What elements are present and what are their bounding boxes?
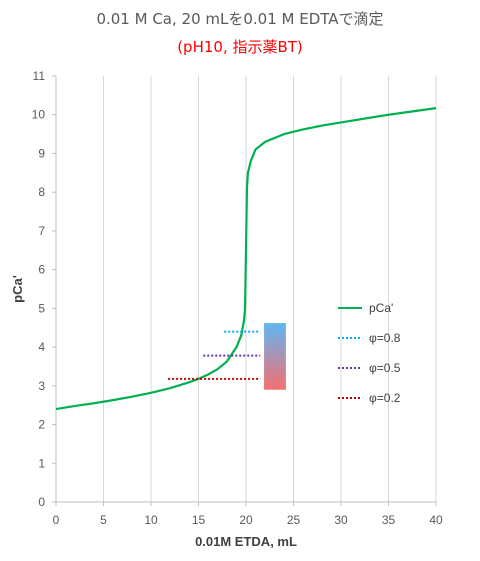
grid-lines [103, 76, 437, 502]
y-tick-label: 7 [38, 224, 45, 238]
x-axis-label: 0.01M ETDA, mL [195, 534, 297, 549]
tick-labels: 0 5 10 15 20 25 30 35 40 0 1 2 3 4 5 6 7 8 9 10 11 [32, 69, 443, 527]
y-tick-label: 1 [38, 456, 45, 470]
y-tick-label: 3 [38, 379, 45, 393]
y-tick-label: 8 [38, 185, 45, 199]
indicator-color-range [264, 323, 286, 390]
plot-area [55, 107, 437, 411]
legend-label-3: φ=0.2 [369, 391, 401, 405]
axes [52, 75, 437, 506]
y-tick-label: 0 [38, 495, 45, 509]
legend-label-2: φ=0.5 [369, 361, 401, 375]
x-tick-label: 10 [144, 513, 158, 527]
x-tick-label: 15 [192, 513, 206, 527]
x-tick-label: 30 [334, 513, 348, 527]
legend-label-0: pCa' [369, 301, 393, 315]
y-tick-label: 6 [38, 263, 45, 277]
legend: pCa' φ=0.8 φ=0.5 φ=0.2 [338, 301, 401, 405]
x-tick-label: 5 [100, 513, 107, 527]
x-tick-label: 0 [53, 513, 60, 527]
legend-label-1: φ=0.8 [369, 331, 401, 345]
y-tick-label: 9 [38, 146, 45, 160]
x-tick-label: 25 [287, 513, 301, 527]
x-tick-label: 20 [239, 513, 253, 527]
x-tick-label: 35 [382, 513, 396, 527]
y-tick-label: 5 [38, 301, 45, 315]
y-tick-label: 4 [38, 340, 45, 354]
chart-title: 0.01 M Ca, 20 mLを0.01 M EDTAで滴定 [96, 10, 384, 28]
series-line-0 [55, 107, 437, 411]
y-tick-label: 10 [32, 108, 46, 122]
chart-subtitle: (pH10, 指示薬BT) [177, 38, 303, 56]
y-tick-label: 11 [33, 69, 46, 83]
y-axis-label: pCa' [10, 275, 25, 303]
y-tick-label: 2 [38, 418, 45, 432]
x-tick-label: 40 [429, 513, 443, 527]
